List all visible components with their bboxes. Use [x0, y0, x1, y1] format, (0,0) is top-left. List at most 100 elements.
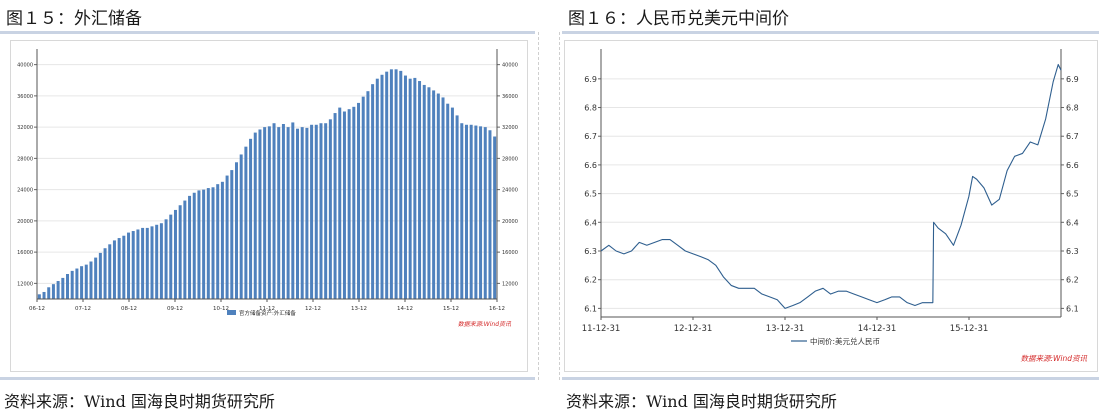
y-tick-label: 6.4 [584, 218, 597, 227]
fx-reserve-bar [220, 181, 224, 299]
y-tick-label-right: 20000 [502, 219, 518, 225]
fx-reserve-bar [375, 78, 379, 299]
fx-reserve-bar [361, 96, 365, 299]
x-tick-label: 12-12 [305, 306, 321, 312]
fx-reserve-bar [197, 190, 201, 299]
fx-reserve-bar [483, 127, 487, 300]
fx-reserve-bar [216, 184, 220, 299]
fx-reserve-bar [488, 130, 492, 299]
legend-label: 中间价:美元兑人民币 [810, 336, 880, 346]
fx-reserve-bar [173, 209, 177, 299]
right-figure-title: 图１６：人民币兑美元中间价 [568, 9, 789, 29]
fx-reserve-bar [450, 107, 454, 299]
y-tick-label-right: 6.9 [1066, 75, 1079, 84]
fx-reserves-chart-frame: 12000 12000 16000 16000 20000 20000 24000 24000… [10, 40, 528, 372]
fx-reserve-bar [183, 200, 187, 299]
legend-swatch [227, 310, 236, 315]
data-source-watermark: 数据来源:Wind资讯 [1020, 354, 1087, 363]
fx-reserve-bar [319, 123, 323, 299]
fx-reserve-bar [394, 69, 398, 299]
fx-reserve-bar [249, 138, 253, 299]
fx-reserve-bar [272, 123, 276, 299]
fx-reserve-bar [267, 126, 271, 299]
fx-reserve-bar [145, 227, 149, 299]
right-source: 资料来源：Wind 国海良时期货研究所 [566, 392, 837, 411]
fx-reserve-bar [389, 69, 393, 299]
fx-reserve-bar [464, 124, 468, 299]
fx-reserve-bar [122, 235, 126, 299]
fx-reserve-bar [89, 261, 93, 299]
fx-reserve-bar [352, 106, 356, 299]
x-tick-label: 07-12 [75, 306, 91, 312]
fx-reserve-bar [328, 119, 332, 299]
left-figure-title: 图１５：外汇储备 [6, 9, 142, 29]
y-tick-label: 24000 [17, 188, 33, 194]
fx-reserve-bar [37, 294, 41, 299]
fx-reserve-bar [296, 128, 300, 299]
fx-reserve-bar [432, 90, 436, 299]
x-tick-label: 15-12 [443, 306, 459, 312]
fx-reserve-bar [136, 229, 140, 299]
x-tick-label: 14-12 [397, 306, 413, 312]
fx-reserve-bar [403, 75, 407, 299]
x-tick-label: 06-12 [29, 306, 45, 312]
fx-reserve-bar [253, 132, 257, 299]
right-panel: 图１６：人民币兑美元中间价 6.1 6.1 6.2 6.2 6.3 6.3 6.4 6.4 6.… [562, 0, 1099, 415]
y-tick-label: 6.5 [584, 190, 597, 199]
fx-reserve-bar [371, 84, 375, 299]
fx-reserve-bar [80, 266, 84, 299]
fx-reserve-bar [117, 238, 121, 299]
fx-reserve-bar [479, 126, 483, 299]
x-tick-label: 14-12-31 [858, 324, 897, 334]
fx-reserve-bar [441, 97, 445, 299]
fx-reserve-bar [333, 113, 337, 299]
fx-reserve-bar [281, 124, 285, 299]
fx-reserve-bar [169, 214, 173, 300]
right-source-rule [562, 377, 1099, 380]
usdcny-series-line [600, 63, 1062, 309]
x-tick-label: 11-12-31 [582, 324, 621, 334]
y-tick-label: 16000 [17, 250, 33, 256]
fx-reserve-bar [66, 274, 70, 299]
fx-reserve-bar [342, 111, 346, 299]
y-tick-label: 6.9 [584, 75, 597, 84]
data-source-watermark: 数据来源:Wind资讯 [458, 320, 512, 328]
fx-reserve-bar [56, 281, 60, 299]
y-tick-label-right: 12000 [502, 281, 518, 287]
y-tick-label: 6.7 [584, 132, 597, 141]
y-tick-label-right: 6.6 [1066, 161, 1079, 170]
x-tick-label: 12-12-31 [674, 324, 713, 334]
y-tick-label-right: 16000 [502, 250, 518, 256]
y-tick-label: 36000 [17, 94, 33, 100]
fx-reserve-bar [47, 287, 51, 299]
right-title-rule [562, 31, 1099, 34]
fx-reserve-bar [51, 284, 55, 299]
x-tick-label: 13-12 [351, 306, 367, 312]
x-tick-label: 15-12-31 [950, 324, 989, 334]
fx-reserve-bar [408, 78, 412, 299]
fx-reserve-bar [263, 127, 267, 300]
usdcny-chart-frame: 6.1 6.1 6.2 6.2 6.3 6.3 6.4 6.4 6.5 6.5 6.6 6.6 6.7 6… [564, 40, 1098, 372]
fx-reserve-bar [239, 154, 243, 299]
fx-reserve-bar [108, 244, 112, 299]
fx-reserve-bar [418, 81, 422, 299]
fx-reserve-bar [141, 227, 145, 299]
y-tick-label: 6.2 [584, 276, 597, 285]
x-tick-label: 10-12 [213, 306, 229, 312]
y-tick-label-right: 32000 [502, 125, 518, 131]
fx-reserve-bar [75, 268, 79, 299]
fx-reserve-bar [192, 192, 196, 299]
fx-reserve-bar [211, 187, 215, 299]
y-tick-label: 28000 [17, 156, 33, 162]
fx-reserve-bar [178, 205, 182, 299]
y-tick-label-right: 24000 [502, 188, 518, 194]
fx-reserve-bar [446, 103, 450, 299]
y-tick-label: 6.1 [584, 304, 597, 313]
y-tick-label-right: 40000 [502, 63, 518, 69]
left-source: 资料来源：Wind 国海良时期货研究所 [4, 392, 275, 411]
y-tick-label-right: 6.1 [1066, 304, 1079, 313]
fx-reserve-bar [98, 252, 102, 299]
y-tick-label-right: 6.4 [1066, 218, 1079, 227]
fx-reserve-bar [469, 124, 473, 299]
y-tick-label-right: 6.8 [1066, 104, 1079, 113]
